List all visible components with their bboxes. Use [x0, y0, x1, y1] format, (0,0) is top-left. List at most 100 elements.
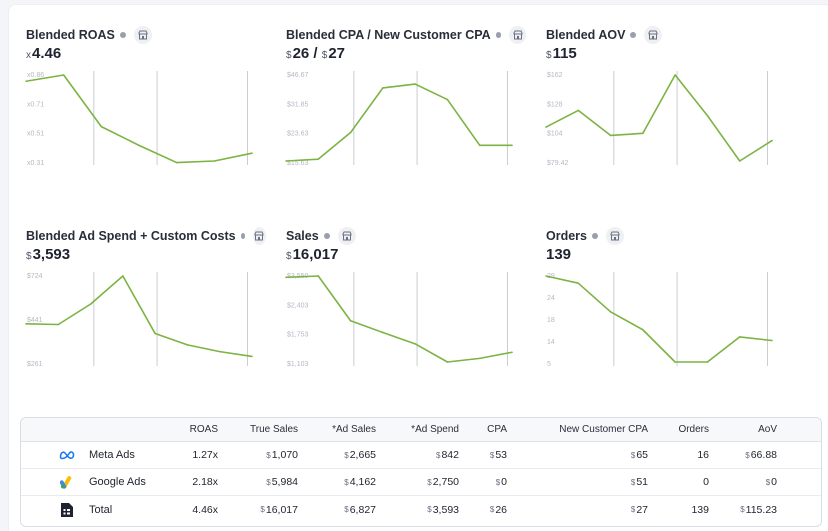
col-true-sales[interactable]: True Sales	[250, 424, 298, 435]
meta-icon	[59, 442, 75, 468]
cell-roas: 4.46x	[171, 496, 218, 523]
col-aov[interactable]: AoV	[758, 424, 777, 435]
value-prefix: x	[26, 50, 31, 61]
metric-value-row: $26 / $27	[286, 45, 345, 62]
table-header-row: ROAS True Sales *Ad Sales *Ad Spend CPA …	[21, 418, 821, 442]
value-prefix: $	[26, 251, 32, 262]
store-icon[interactable]	[133, 26, 152, 44]
data-point	[738, 336, 741, 338]
store-icon[interactable]	[337, 227, 356, 245]
currency-symbol: $	[344, 505, 349, 514]
cell-value: 1,070	[271, 449, 298, 461]
cell-value: 0	[501, 476, 507, 488]
currency-symbol: $	[436, 450, 441, 460]
line-chart: $162 $128 $104 $79.42	[545, 71, 773, 167]
cell-value: 1.27x	[192, 449, 218, 461]
data-point	[122, 275, 124, 277]
info-dot-icon[interactable]	[323, 233, 330, 239]
cell-value: 66.88	[750, 449, 777, 461]
total-icon	[59, 496, 75, 523]
cell-ad-spend: $842	[381, 442, 459, 468]
metric-title: Blended CPA / New Customer CPA	[286, 28, 491, 42]
data-point	[545, 126, 547, 128]
data-point	[577, 109, 580, 112]
data-point	[186, 344, 189, 346]
data-point	[25, 80, 27, 83]
store-icon[interactable]	[606, 227, 624, 245]
cell-value: 16	[697, 449, 709, 461]
info-dot-icon[interactable]	[495, 32, 502, 38]
metric-value-row: 139	[546, 246, 571, 263]
store-icon[interactable]	[644, 26, 663, 44]
y-tick-label: $79.42	[547, 160, 569, 167]
data-point	[771, 339, 773, 342]
series-line	[285, 275, 513, 363]
table-row[interactable]: Google Ads 2.18x $5,984 $4,162 $2,750 $0 $51 0 $…	[21, 469, 821, 496]
data-point	[738, 160, 741, 162]
data-point	[478, 357, 481, 360]
col-cpa[interactable]: CPA	[487, 424, 507, 435]
metric-value: 3,593	[32, 246, 71, 263]
value-prefix: $	[286, 50, 292, 61]
info-dot-icon[interactable]	[630, 32, 637, 38]
data-point	[382, 331, 384, 334]
data-point	[218, 350, 221, 353]
col-new-customer-cpa[interactable]: New Customer CPA	[559, 424, 648, 435]
series-line	[25, 74, 253, 164]
table-row[interactable]: Total 4.46x $16,017 $6,827 $3,593 $26 $27 139 $1…	[21, 496, 821, 523]
cell-cpa: $53	[461, 442, 507, 468]
cell-aov: $66.88	[711, 442, 777, 468]
data-point	[100, 125, 103, 128]
currency-symbol: $	[344, 450, 349, 460]
data-point	[62, 74, 65, 76]
cell-value: 6,827	[349, 503, 376, 516]
store-icon[interactable]	[509, 26, 526, 44]
data-point	[25, 323, 27, 325]
info-dot-icon[interactable]	[119, 32, 126, 38]
data-point	[349, 131, 352, 134]
cell-aov: $0	[711, 469, 777, 495]
metric-title: Blended Ad Spend + Custom Costs	[26, 229, 236, 243]
metric-title: Orders	[546, 229, 587, 243]
metric-value: 26 /	[292, 45, 322, 62]
data-point	[251, 355, 253, 358]
data-point	[446, 98, 449, 101]
data-point	[511, 351, 513, 354]
source-name: Google Ads	[89, 476, 146, 488]
cell-value: 26	[495, 503, 507, 516]
col-roas[interactable]: ROAS	[189, 424, 218, 435]
col-orders[interactable]: Orders	[678, 424, 709, 435]
google-ads-icon	[59, 469, 75, 495]
info-dot-icon[interactable]	[592, 233, 598, 239]
cell-value: 65	[636, 449, 648, 461]
metric-title: Blended AOV	[546, 28, 626, 42]
series-line	[545, 74, 773, 162]
col-ad-sales[interactable]: *Ad Sales	[332, 424, 376, 435]
metric-value: 139	[546, 246, 572, 263]
cell-value: 3,593	[432, 503, 459, 516]
store-icon[interactable]	[252, 227, 266, 245]
col-ad-spend[interactable]: *Ad Spend	[411, 424, 459, 435]
cell-value: 2,750	[432, 476, 459, 488]
metric-value: 4.46	[32, 45, 62, 62]
y-tick-label: $104	[547, 131, 563, 138]
metric-title: Blended ROAS	[26, 28, 115, 42]
currency-symbol: $	[344, 477, 349, 487]
data-point	[674, 74, 676, 76]
data-point	[771, 139, 773, 142]
y-tick-label: $261	[27, 361, 43, 368]
cell-ad-sales: $4,162	[301, 469, 376, 495]
cell-true-sales: $5,984	[221, 469, 298, 495]
cell-orders: 16	[651, 442, 709, 468]
table-row[interactable]: Meta Ads 1.27x $1,070 $2,665 $842 $53 $65 16 $66…	[21, 442, 821, 469]
line-chart: $724 $441 $261	[25, 272, 253, 368]
cell-orders: 139	[651, 496, 709, 523]
info-dot-icon[interactable]	[240, 233, 245, 239]
line-chart: x0.86 x0.71 x0.51 x0.31	[25, 71, 253, 167]
currency-symbol: $	[266, 477, 271, 487]
data-point	[706, 114, 709, 117]
currency-symbol: $	[260, 505, 265, 514]
cell-value: 0	[771, 476, 777, 488]
cell-value: 4.46x	[192, 503, 218, 516]
